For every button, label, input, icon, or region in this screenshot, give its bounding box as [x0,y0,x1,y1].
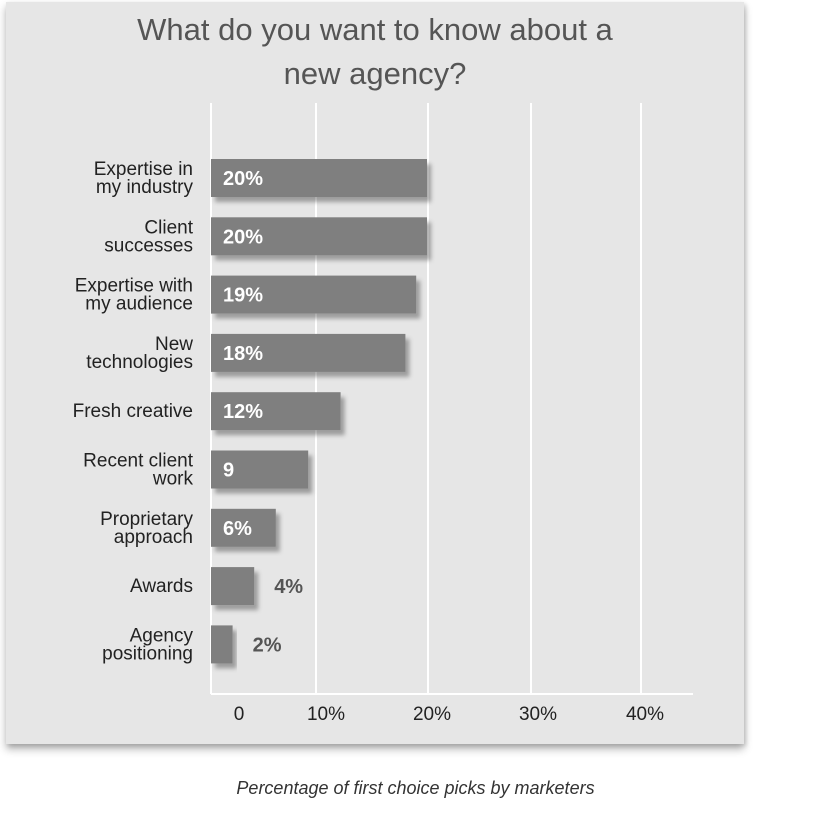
value-label: 18% [223,343,263,365]
value-label: 6% [223,518,252,540]
value-label: 4% [274,576,303,598]
x-tick-label: 0 [234,704,245,725]
bar [211,450,309,489]
category-label: Agency positioning [102,625,193,664]
value-label: 20% [223,226,263,248]
category-label: Proprietary approach [100,509,193,548]
category-label: Fresh creative [73,401,193,422]
bar [211,159,427,197]
bar [211,625,233,664]
labels: 0 10% 20% 30% 40% Expertise in my industry 20% C… [73,159,664,725]
bars [211,159,427,664]
value-label: 12% [223,401,263,423]
bar [211,275,417,314]
value-label: 2% [253,634,282,656]
bar [211,567,255,606]
bar [211,508,276,547]
chart-title: What do you want to know about a new age… [137,12,613,91]
x-tick-label: 20% [413,704,451,725]
category-label: Expertise with my audience [75,276,193,315]
x-tick-label: 10% [307,704,345,725]
value-label: 20% [223,168,263,190]
bar [211,333,406,372]
category-label: Expertise in my industry [94,159,194,198]
category-label: Awards [130,576,193,597]
value-label: 9 [223,460,234,482]
category-label: Client successes [104,217,193,256]
x-tick-label: 30% [519,704,557,725]
category-label: New technologies [86,334,193,373]
category-label: Recent client work [83,451,194,490]
x-tick-label: 40% [626,704,664,725]
chart-caption: Percentage of first choice picks by mark… [236,778,595,798]
value-label: 19% [223,285,263,307]
bar [211,217,427,256]
bar [211,392,341,431]
chart-panel [6,2,744,744]
